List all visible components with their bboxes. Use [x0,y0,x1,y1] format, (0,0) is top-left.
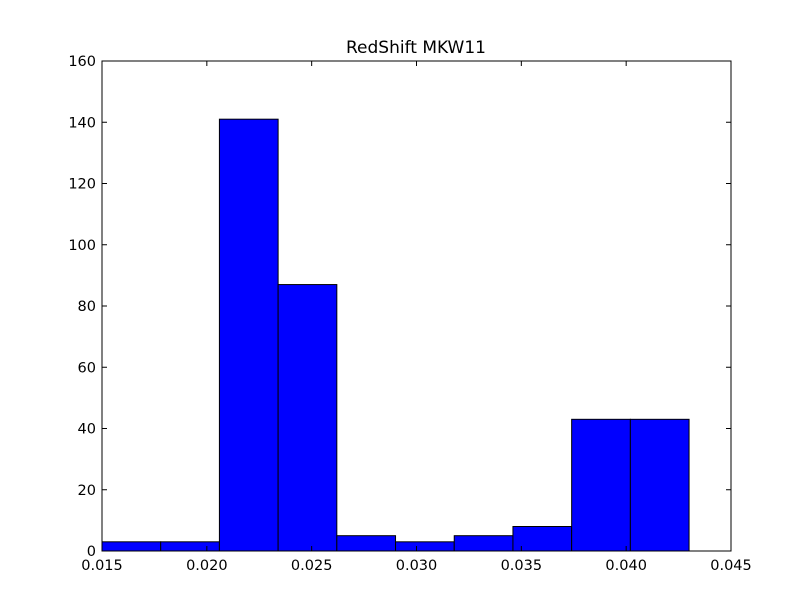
y-tick-label: 140 [68,115,96,131]
x-tick-label: 0.030 [396,558,438,574]
histogram-bar [218,118,279,552]
y-tick-label: 80 [78,299,96,315]
y-tick-label: 120 [68,177,96,193]
ticks-group: 0.015 0.020 0.025 0.030 0.035 0.040 0.045 0 20 40… [68,54,751,574]
histogram-bar [101,541,162,552]
x-tick-label: 0.035 [501,558,543,574]
histogram-bar [571,418,631,552]
histogram-bar [336,535,397,552]
histogram-bar [395,541,455,552]
x-tick-label: 0.025 [291,558,333,574]
chart-title: RedShift MKW11 [346,38,486,58]
y-tick-label: 160 [68,54,96,70]
y-tick-label: 40 [78,422,96,438]
histogram-bar [629,418,690,552]
y-tick-label: 0 [87,544,96,560]
x-tick-label: 0.045 [710,558,752,574]
histogram-bar [453,535,514,552]
x-tick-label: 0.020 [186,558,228,574]
plot-frame [101,60,732,552]
y-tick-label: 20 [78,483,96,499]
y-tick-label: 60 [78,360,96,376]
x-tick-label: 0.040 [605,558,647,574]
bars-group [101,118,690,552]
y-tick-label: 100 [68,238,96,254]
histogram-bar [277,284,338,552]
histogram-bar [160,541,220,552]
x-tick-label: 0.015 [81,558,123,574]
